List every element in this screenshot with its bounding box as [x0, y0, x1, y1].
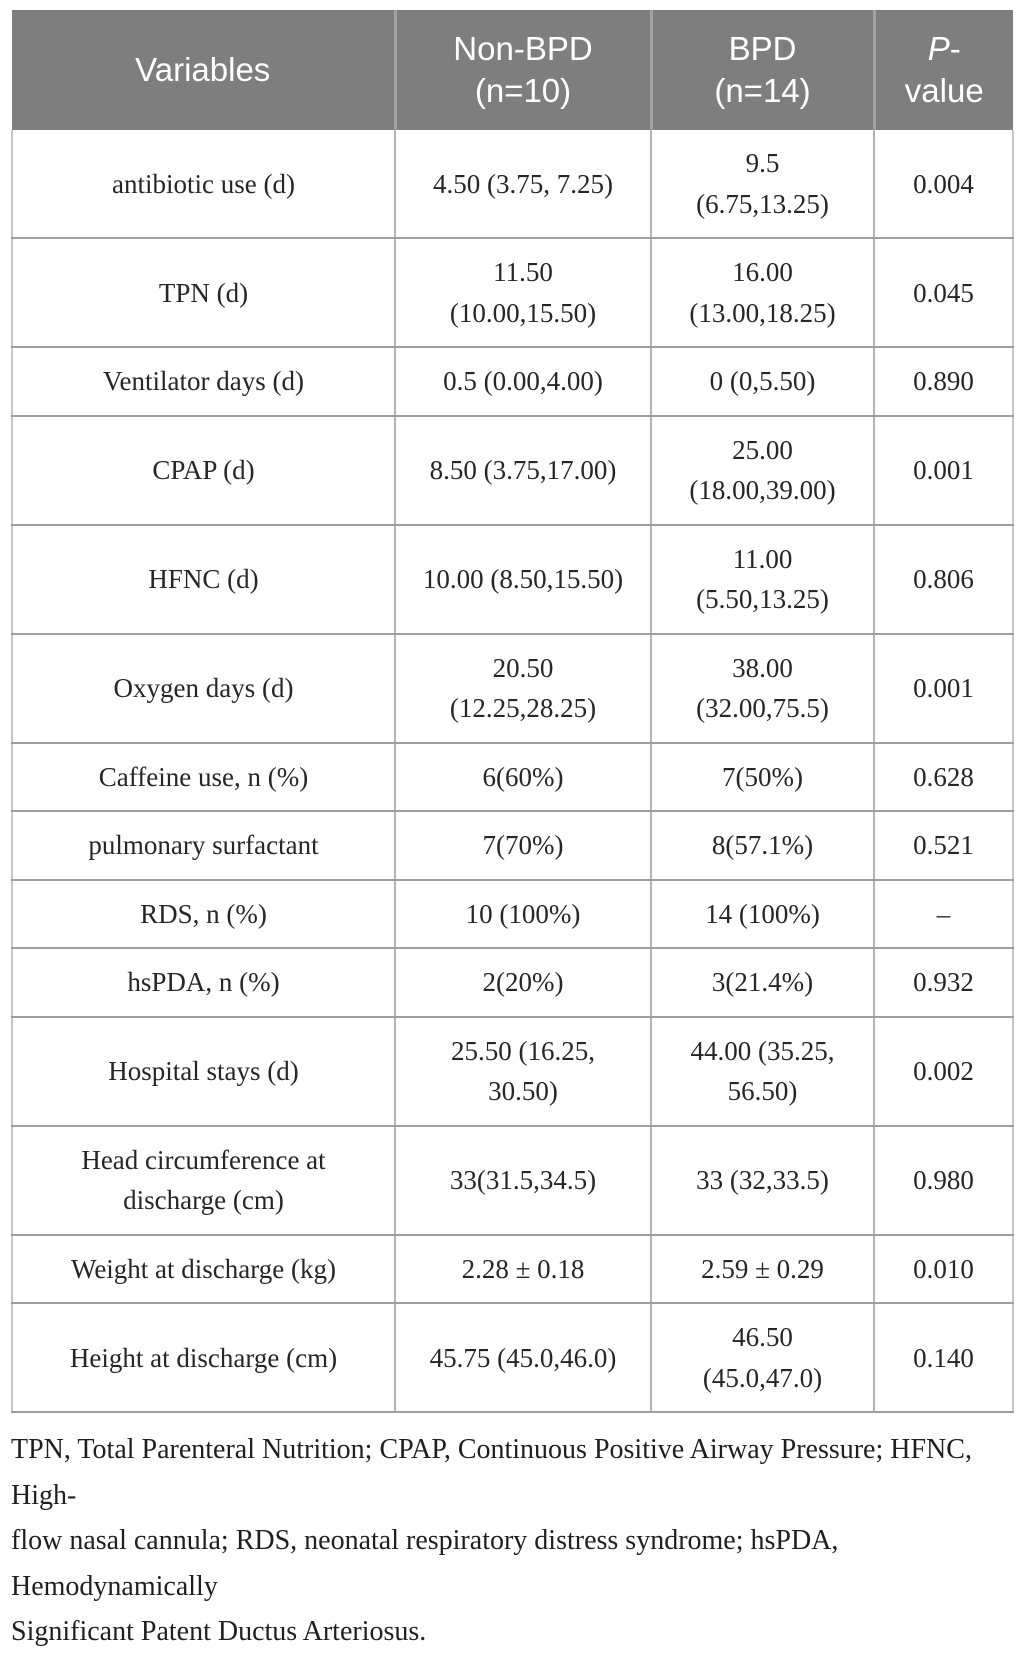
- cell-p-value: 0.628: [873, 741, 1014, 813]
- cell-p-value: 0.001: [873, 414, 1014, 526]
- cell-bpd: 11.00 (5.50,13.25): [650, 523, 875, 635]
- table-row: Hospital stays (d) 25.50 (16.25, 30.50) …: [11, 1015, 1014, 1127]
- row-label: pulmonary surfactant: [11, 810, 396, 881]
- cell-non-bpd: 2.28 ± 0.18: [394, 1233, 652, 1305]
- cell-bpd: 2.59 ± 0.29: [650, 1233, 875, 1305]
- table-row: RDS, n (%) 10 (100%) 14 (100%) –: [11, 878, 1014, 950]
- cell-p-value: 0.932: [873, 947, 1014, 1018]
- cell-non-bpd: 8.50 (3.75,17.00): [394, 414, 652, 526]
- cell-non-bpd: 2(20%): [394, 947, 652, 1018]
- cell-p-value: 0.980: [873, 1124, 1014, 1236]
- table-row: TPN (d) 11.50 (10.00,15.50) 16.00 (13.00…: [11, 237, 1014, 349]
- cell-non-bpd: 11.50 (10.00,15.50): [394, 237, 652, 349]
- table-row: Ventilator days (d) 0.5 (0.00,4.00) 0 (0…: [11, 346, 1014, 417]
- row-label: Caffeine use, n (%): [11, 741, 396, 813]
- table-row: pulmonary surfactant 7(70%) 8(57.1%) 0.5…: [11, 810, 1014, 881]
- cell-bpd: 38.00 (32.00,75.5): [650, 632, 875, 744]
- cell-p-value: 0.002: [873, 1015, 1014, 1127]
- cell-non-bpd: 10.00 (8.50,15.50): [394, 523, 652, 635]
- cell-non-bpd: 25.50 (16.25, 30.50): [394, 1015, 652, 1127]
- cell-non-bpd: 33(31.5,34.5): [394, 1124, 652, 1236]
- cell-non-bpd: 4.50 (3.75, 7.25): [394, 130, 652, 240]
- header-p-value: P- value: [872, 10, 1013, 131]
- cell-p-value: 0.521: [873, 810, 1014, 881]
- cell-p-value: 0.806: [873, 523, 1014, 635]
- cell-non-bpd: 0.5 (0.00,4.00): [394, 346, 652, 417]
- row-label: Hospital stays (d): [11, 1015, 396, 1127]
- row-label: Oxygen days (d): [11, 632, 396, 744]
- table-row: HFNC (d) 10.00 (8.50,15.50) 11.00 (5.50,…: [11, 523, 1014, 635]
- cell-bpd: 46.50 (45.0,47.0): [650, 1302, 875, 1414]
- row-label: RDS, n (%): [11, 878, 396, 950]
- row-label: hsPDA, n (%): [11, 947, 396, 1018]
- table-row: Weight at discharge (kg) 2.28 ± 0.18 2.5…: [11, 1233, 1014, 1305]
- p-italic-letter: P: [927, 30, 950, 67]
- cell-p-value: –: [873, 878, 1014, 950]
- table-row: Caffeine use, n (%) 6(60%) 7(50%) 0.628: [11, 741, 1014, 813]
- cell-non-bpd: 10 (100%): [394, 878, 652, 950]
- cell-bpd: 0 (0,5.50): [650, 346, 875, 417]
- cell-bpd: 7(50%): [650, 741, 875, 813]
- comparison-table: Variables Non-BPD (n=10) BPD (n=14) P- v…: [11, 10, 1014, 1414]
- table-row: Height at discharge (cm) 45.75 (45.0,46.…: [11, 1302, 1014, 1414]
- row-label: Height at discharge (cm): [11, 1302, 396, 1414]
- row-label: Weight at discharge (kg): [11, 1233, 396, 1305]
- row-label: HFNC (d): [11, 523, 396, 635]
- header-bpd: BPD (n=14): [649, 10, 874, 131]
- row-label: CPAP (d): [11, 414, 396, 526]
- row-label: Head circumference at discharge (cm): [11, 1124, 396, 1236]
- cell-bpd: 33 (32,33.5): [650, 1124, 875, 1236]
- cell-p-value: 0.890: [873, 346, 1014, 417]
- cell-bpd: 14 (100%): [650, 878, 875, 950]
- cell-non-bpd: 45.75 (45.0,46.0): [394, 1302, 652, 1414]
- table-row: Head circumference at discharge (cm) 33(…: [11, 1124, 1014, 1236]
- p-value-rest: - value: [904, 30, 984, 110]
- header-variables: Variables: [12, 10, 395, 131]
- cell-bpd: 8(57.1%): [650, 810, 875, 881]
- table-row: CPAP (d) 8.50 (3.75,17.00) 25.00 (18.00,…: [11, 414, 1014, 526]
- table-footnote: TPN, Total Parenteral Nutrition; CPAP, C…: [11, 1434, 972, 1647]
- cell-bpd: 9.5 (6.75,13.25): [650, 130, 875, 240]
- cell-p-value: 0.140: [873, 1302, 1014, 1414]
- cell-bpd: 16.00 (13.00,18.25): [650, 237, 875, 349]
- table-row: antibiotic use (d) 4.50 (3.75, 7.25) 9.5…: [11, 130, 1014, 240]
- header-non-bpd: Non-BPD (n=10): [393, 10, 651, 131]
- cell-bpd: 44.00 (35.25, 56.50): [650, 1015, 875, 1127]
- row-label: TPN (d): [11, 237, 396, 349]
- cell-non-bpd: 6(60%): [394, 741, 652, 813]
- row-label: Ventilator days (d): [11, 346, 396, 417]
- cell-p-value: 0.010: [873, 1233, 1014, 1305]
- cell-p-value: 0.001: [873, 632, 1014, 744]
- cell-bpd: 25.00 (18.00,39.00): [650, 414, 875, 526]
- cell-bpd: 3(21.4%): [650, 947, 875, 1018]
- table-row: Oxygen days (d) 20.50 (12.25,28.25) 38.0…: [11, 632, 1014, 744]
- cell-non-bpd: 7(70%): [394, 810, 652, 881]
- row-label: antibiotic use (d): [11, 130, 396, 240]
- cell-non-bpd: 20.50 (12.25,28.25): [394, 632, 652, 744]
- table-row: hsPDA, n (%) 2(20%) 3(21.4%) 0.932: [11, 947, 1014, 1018]
- table-header-row: Variables Non-BPD (n=10) BPD (n=14) P- v…: [12, 10, 1013, 131]
- cell-p-value: 0.004: [873, 130, 1014, 240]
- cell-p-value: 0.045: [873, 237, 1014, 349]
